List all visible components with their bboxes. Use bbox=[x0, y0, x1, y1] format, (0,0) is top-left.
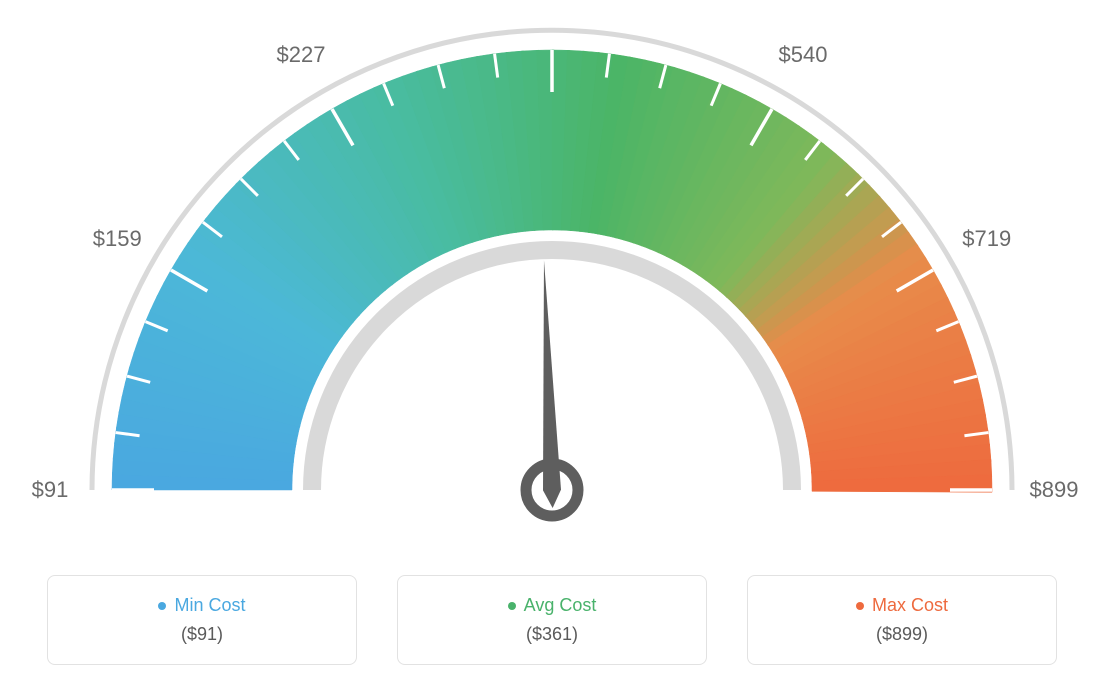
gauge-tick-label: $540 bbox=[779, 42, 828, 68]
legend-label: Avg Cost bbox=[524, 595, 597, 616]
dot-icon bbox=[856, 602, 864, 610]
legend-value-avg: ($361) bbox=[526, 624, 578, 645]
dot-icon bbox=[508, 602, 516, 610]
gauge-chart: $91 $159 $227 $361 $540 $719 $899 bbox=[0, 0, 1104, 560]
gauge-tick-label: $361 bbox=[528, 0, 577, 1]
gauge-svg bbox=[0, 0, 1104, 560]
gauge-tick-label: $899 bbox=[1030, 477, 1079, 503]
gauge-tick-label: $159 bbox=[93, 226, 142, 252]
gauge-tick-label: $227 bbox=[277, 42, 326, 68]
legend-label: Max Cost bbox=[872, 595, 948, 616]
legend-title-max: Max Cost bbox=[856, 595, 948, 616]
legend-label: Min Cost bbox=[174, 595, 245, 616]
legend-value-max: ($899) bbox=[876, 624, 928, 645]
gauge-tick-label: $719 bbox=[962, 226, 1011, 252]
legend-title-avg: Avg Cost bbox=[508, 595, 597, 616]
legend-value-min: ($91) bbox=[181, 624, 223, 645]
legend-title-min: Min Cost bbox=[158, 595, 245, 616]
legend-row: Min Cost ($91) Avg Cost ($361) Max Cost … bbox=[0, 575, 1104, 665]
legend-card-avg: Avg Cost ($361) bbox=[397, 575, 707, 665]
dot-icon bbox=[158, 602, 166, 610]
gauge-tick-label: $91 bbox=[32, 477, 69, 503]
legend-card-max: Max Cost ($899) bbox=[747, 575, 1057, 665]
legend-card-min: Min Cost ($91) bbox=[47, 575, 357, 665]
